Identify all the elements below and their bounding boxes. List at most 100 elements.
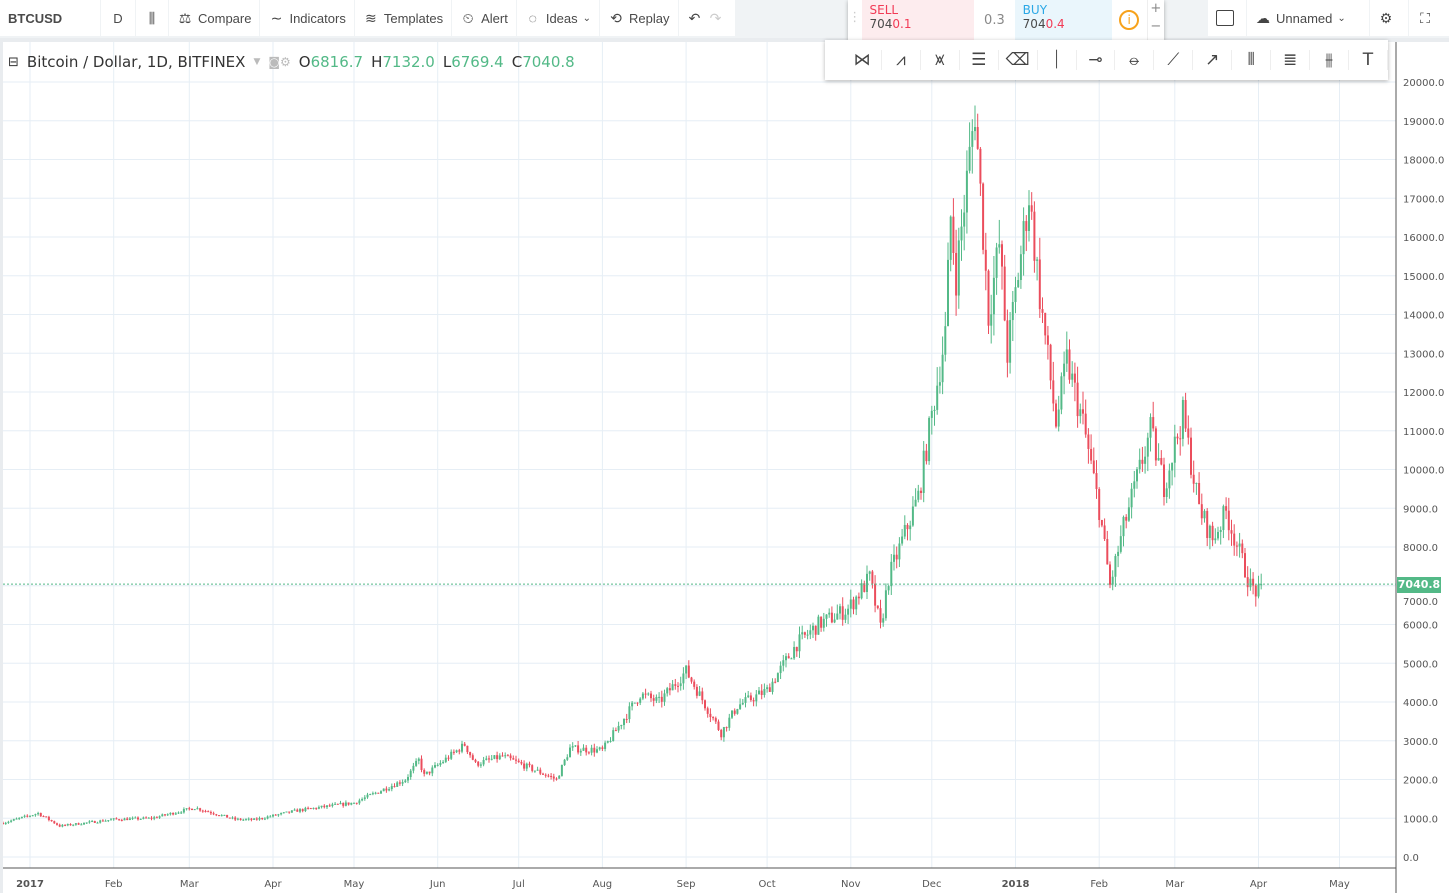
candle-body: [199, 808, 202, 811]
plus-icon[interactable]: +: [1150, 1, 1162, 16]
candle-body: [158, 816, 161, 818]
candle-body: [620, 725, 623, 727]
head-shoulders-icon[interactable]: ⩙: [921, 50, 960, 70]
candle-body: [393, 786, 396, 788]
candle-body: [1165, 488, 1168, 497]
horizontal-line-icon[interactable]: ⦵: [1115, 50, 1155, 70]
alert-button[interactable]: ⏲ Alert: [452, 0, 516, 36]
candle-body: [209, 811, 212, 814]
candle-body: [1030, 205, 1033, 212]
candle-body: [353, 802, 355, 804]
ideas-button[interactable]: ◌ Ideas ⌄: [516, 0, 600, 36]
candle-body: [377, 792, 380, 794]
fullscreen-button[interactable]: ⛶: [1409, 0, 1449, 36]
fib-icon[interactable]: ≣: [1271, 50, 1311, 70]
series-title[interactable]: Bitcoin / Dollar, 1D, BITFINEX: [26, 53, 246, 71]
chart-type-button[interactable]: ⫼: [136, 0, 168, 36]
candle-body: [304, 807, 307, 811]
symbol-search[interactable]: BTCUSD: [0, 0, 100, 36]
candle-body: [644, 693, 647, 695]
candle-body: [161, 814, 164, 817]
horizontal-ray-icon[interactable]: ⊸: [1077, 50, 1116, 70]
candle-body: [142, 817, 145, 819]
candle-body: [531, 765, 534, 771]
candle-body: [825, 614, 828, 619]
eraser-icon[interactable]: ⌫: [999, 50, 1038, 70]
candle-body: [1082, 409, 1084, 414]
select-layout-button[interactable]: [1208, 0, 1246, 36]
settings-button[interactable]: ⚙: [1370, 0, 1408, 36]
caret-down-icon[interactable]: ▼: [253, 57, 261, 67]
candle-body: [933, 409, 936, 411]
gann-icon[interactable]: ⫵: [1310, 50, 1349, 70]
replay-button[interactable]: ⟲ Replay: [600, 0, 678, 36]
minus-icon[interactable]: −: [1150, 19, 1162, 34]
pattern-icon[interactable]: ⋈: [843, 50, 882, 70]
candle-body: [1041, 309, 1044, 313]
chart-pane[interactable]: 0.0 1000.0 2000.0 3000.0 4000.0 5000.0 6000.0 7…: [3, 42, 1449, 893]
candle-body: [855, 596, 858, 610]
sell-button[interactable]: SELL 7040.1: [861, 0, 975, 40]
vertical-line-icon[interactable]: ⏐: [1038, 50, 1077, 70]
chart-canvas[interactable]: 0.0 1000.0 2000.0 3000.0 4000.0 5000.0 6000.0 7…: [3, 42, 1449, 893]
info-button[interactable]: i: [1112, 0, 1147, 40]
candle-body: [768, 687, 771, 692]
undo-icon[interactable]: ↶: [688, 9, 701, 26]
candle-body: [787, 656, 790, 659]
text-icon[interactable]: T: [1349, 50, 1388, 70]
collapse-icon[interactable]: ⊟: [8, 54, 19, 70]
chevron-down-icon: ⌄: [1337, 12, 1346, 24]
arrow-icon[interactable]: ↗: [1193, 50, 1233, 70]
compare-button[interactable]: ⚖ Compare: [169, 0, 260, 36]
indicators-button[interactable]: ∼ Indicators: [260, 0, 354, 36]
interval-button[interactable]: D: [101, 0, 135, 36]
candle-body: [1200, 504, 1203, 519]
candle-body: [474, 759, 477, 762]
candle-body: [1198, 482, 1201, 505]
candle-body: [679, 683, 682, 687]
candle-body: [766, 687, 769, 690]
candle-body: [1130, 488, 1133, 508]
candle-body: [706, 708, 709, 714]
indicators-label: Indicators: [289, 10, 346, 26]
candle-body: [960, 226, 963, 241]
candle-body: [523, 763, 526, 769]
candle-body: [709, 713, 712, 718]
candle-body: [496, 755, 499, 760]
candle-body: [528, 763, 531, 766]
candle-body: [1144, 456, 1147, 464]
x-tick-label: Mar: [180, 879, 200, 890]
candle-body: [714, 718, 717, 722]
pitchfork-icon[interactable]: ⫴: [1232, 50, 1272, 70]
save-layout-button[interactable]: ☁ Unnamed ⌄: [1247, 0, 1369, 36]
candle-body: [1254, 585, 1257, 597]
candle-body: [928, 417, 931, 462]
candle-body: [72, 824, 75, 826]
xabcd-icon[interactable]: ⩘: [882, 50, 921, 70]
candle-body: [722, 727, 725, 738]
drag-handle-icon[interactable]: ⋮: [848, 10, 862, 25]
parallel-lines-icon[interactable]: ☰: [960, 50, 999, 70]
candle-body: [1246, 577, 1249, 588]
candle-body: [101, 820, 104, 822]
candle-body: [77, 823, 80, 825]
candle-body: [871, 571, 874, 584]
visibility-icon[interactable]: ◙⚙: [268, 55, 291, 69]
y-tick-label: 15000.0: [1403, 272, 1444, 283]
templates-button[interactable]: ≋ Templates: [354, 0, 452, 36]
candle-body: [1033, 211, 1036, 261]
candle-body: [833, 619, 836, 623]
candle-body: [717, 721, 720, 730]
candle-body: [415, 760, 418, 766]
candle-body: [336, 803, 339, 805]
redo-icon[interactable]: ↷: [709, 9, 722, 26]
candle-body: [1187, 428, 1190, 438]
candle-body: [596, 749, 598, 753]
candle-body: [344, 802, 347, 806]
candle-body: [479, 764, 482, 766]
candle-body: [1179, 438, 1182, 440]
trend-line-icon[interactable]: ⟋: [1154, 50, 1194, 70]
candle-body: [1100, 520, 1103, 526]
buy-button[interactable]: BUY 7040.4: [1014, 0, 1112, 40]
candle-body: [331, 804, 334, 807]
